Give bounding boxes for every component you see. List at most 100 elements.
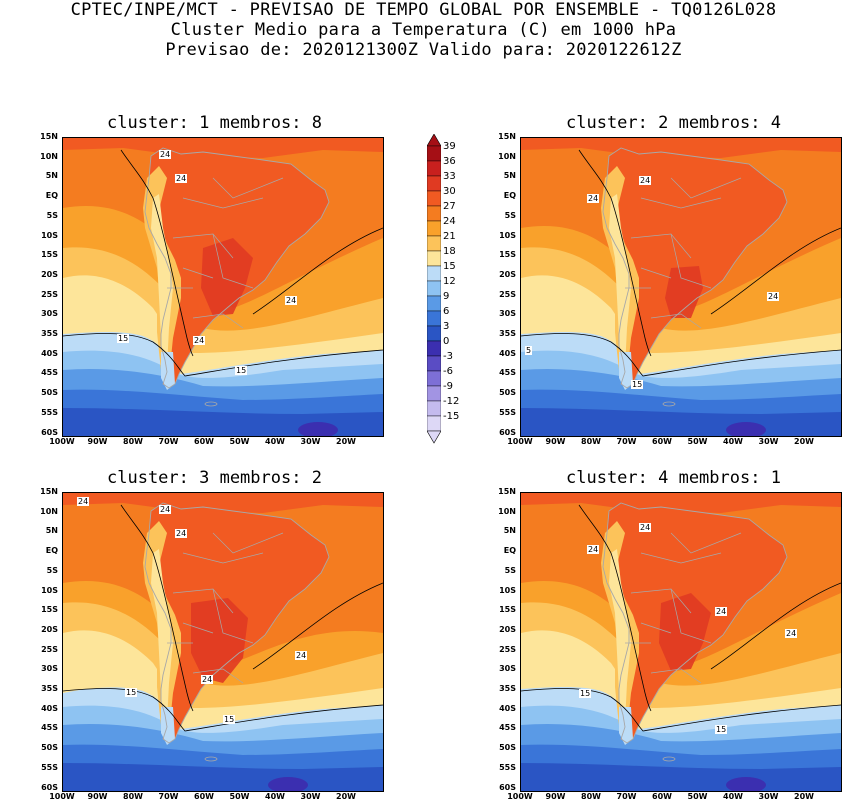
lat-tick-label: 15S: [41, 250, 58, 260]
lat-tick-label: 10S: [41, 230, 58, 240]
lat-tick-label: 5N: [503, 526, 516, 536]
colorbar-label: 21: [443, 231, 456, 242]
lat-tick-label: 10N: [40, 151, 58, 161]
lon-tick-label: 100W: [507, 437, 533, 446]
colorbar-label: -9: [443, 381, 453, 392]
lat-tick-label: 60S: [499, 782, 516, 792]
lat-tick-label: 30S: [41, 309, 58, 319]
lat-tick-label: 55S: [41, 762, 58, 772]
colorbar-bottom-arrow: [427, 430, 441, 444]
contour-label: 24: [201, 675, 214, 684]
lon-tick-label: 90W: [545, 792, 566, 801]
lon-tick-label: 30W: [300, 792, 321, 801]
lat-tick-label: 5N: [45, 526, 58, 536]
contour-label: 24: [175, 529, 188, 538]
lat-tick-label: 45S: [499, 723, 516, 733]
map-panel-cluster-2: 24 24 24 5 15: [520, 137, 842, 437]
colorbar-swatch: [427, 175, 441, 192]
lat-tick-label: 15N: [40, 487, 58, 496]
lon-tick-label: 40W: [265, 437, 285, 446]
lat-tick-label: 15N: [498, 132, 516, 141]
panel-4-title: cluster: 4 membros: 1: [566, 468, 781, 488]
contour-label: 24: [193, 336, 206, 345]
contour-label: 24: [295, 651, 308, 660]
lat-tick-label: 35S: [499, 329, 516, 338]
lon-tick-label: 80W: [123, 437, 143, 446]
lat-tick-label: 30S: [499, 664, 516, 674]
lon-tick-label: 20W: [336, 792, 356, 801]
lon-tick-label: 80W: [581, 437, 601, 446]
lon-tick-label: 70W: [158, 792, 179, 801]
lon-tick-label: 50W: [687, 792, 708, 801]
colorbar-swatch: [427, 385, 441, 402]
lat-tick-label: 40S: [499, 348, 516, 358]
map-panel-cluster-1: 24 24 24 24 15 15: [62, 137, 384, 437]
lat-tick-label: 5S: [504, 210, 516, 220]
colorbar-label: 12: [443, 276, 456, 287]
lat-tick-label: 45S: [41, 368, 58, 378]
header-line-2: Cluster Medio para a Temperatura (C) em …: [170, 20, 677, 40]
panel-2-title: cluster: 2 membros: 4: [566, 113, 781, 133]
colorbar-label: 27: [443, 201, 456, 212]
lat-tick-label: 60S: [499, 427, 516, 437]
contour-label: 15: [631, 380, 644, 389]
lat-tick-label: 50S: [499, 743, 516, 753]
lon-tick-label: 20W: [794, 792, 814, 801]
lon-tick-label: 90W: [87, 437, 108, 446]
colorbar-swatch: [427, 220, 441, 237]
contour-label: 24: [587, 545, 600, 554]
lon-tick-label: 50W: [229, 792, 250, 801]
lat-tick-label: 5N: [45, 171, 58, 181]
map-panel-cluster-3: 24 24 24 24 24 15 15: [62, 492, 384, 792]
lat-tick-label: 30S: [41, 664, 58, 674]
contour-label: 24: [175, 174, 188, 183]
lat-tick-label: 10S: [499, 230, 516, 240]
lat-tick-label: 25S: [499, 289, 516, 299]
lon-tick-label: 60W: [652, 437, 672, 446]
lat-tick-label: 30S: [499, 309, 516, 319]
lon-tick-label: 30W: [300, 437, 321, 446]
lon-tick-label: 30W: [758, 792, 779, 801]
lat-tick-label: 5S: [46, 210, 58, 220]
contour-label: 24: [639, 176, 652, 185]
lon-tick-label: 80W: [581, 792, 601, 801]
colorbar-swatch: [427, 400, 441, 417]
lat-tick-label: 5N: [503, 171, 516, 181]
lon-tick-label: 20W: [794, 437, 814, 446]
header-line-3: Previsao de: 2020121300Z Valido para: 20…: [165, 40, 682, 60]
colorbar-swatch: [427, 205, 441, 222]
map-panel-cluster-4: 24 24 24 24 15 15: [520, 492, 842, 792]
lat-tick-label: 40S: [41, 703, 58, 713]
colorbar-label: -15: [443, 411, 460, 422]
colorbar-swatch: [427, 145, 441, 162]
lon-tick-label: 100W: [49, 437, 75, 446]
contour-label: 15: [117, 334, 130, 343]
lon-tick-label: 40W: [723, 792, 743, 801]
colorbar-swatch: [427, 310, 441, 327]
lat-tick-label: EQ: [45, 546, 58, 556]
lon-tick-label: 70W: [616, 437, 637, 446]
lat-tick-label: 10N: [498, 506, 516, 516]
colorbar-swatch: [427, 355, 441, 372]
lat-tick-label: 20S: [41, 269, 58, 279]
contour-label: 24: [715, 607, 728, 616]
contour-label: 15: [235, 366, 248, 375]
colorbar-label: 36: [443, 156, 456, 167]
colorbar-swatch: [427, 160, 441, 177]
lat-tick-label: EQ: [45, 191, 58, 201]
lat-tick-label: 35S: [41, 684, 58, 693]
lon-tick-label: 70W: [616, 792, 637, 801]
colorbar: [427, 134, 441, 444]
colorbar-swatch: [427, 415, 441, 432]
colorbar-label: -6: [443, 366, 453, 377]
lat-tick-label: 10N: [498, 151, 516, 161]
lon-tick-label: 60W: [194, 792, 214, 801]
contour-label: 5: [525, 346, 533, 355]
lat-tick-label: 50S: [41, 743, 58, 753]
lat-tick-label: 25S: [499, 644, 516, 654]
lat-tick-label: 20S: [499, 269, 516, 279]
lon-tick-label: 60W: [194, 437, 214, 446]
contour-label: 15: [579, 689, 592, 698]
colorbar-label: 33: [443, 171, 456, 182]
lat-tick-label: 10S: [41, 585, 58, 595]
